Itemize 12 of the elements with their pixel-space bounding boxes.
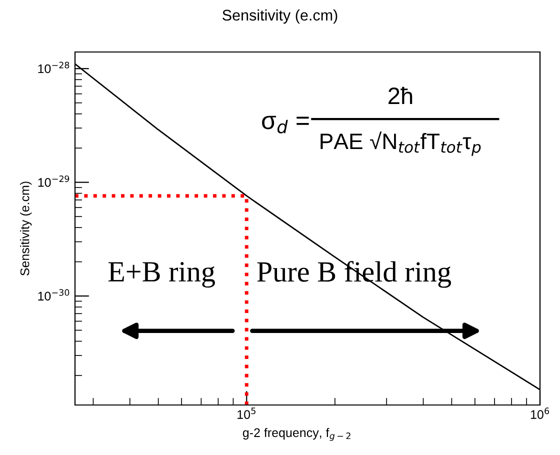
y-tick-label: 10$^{−30}$ [38,289,70,301]
annotation: PAE √N$_{tot}$fT$_{tot}$τ$_{p}$ [320,131,481,156]
y-tick-label: 10$^{−29}$ [38,175,70,187]
y-tick-label: 10$^{−28}$ [38,62,70,74]
annotation: 2ħ [388,86,412,104]
x-tick-label: 10$^{6}$ [530,408,550,419]
x-tick-label: 10$^{5}$ [238,408,256,419]
chart-title: Sensitivity (e.cm) [222,9,338,24]
x-axis-title: g-2 frequency, f$_{g−2}$ [242,428,350,441]
y-axis-title: Sensitivity (e.cm) [20,182,32,276]
annotation: σ$_{d}$ = [262,116,309,134]
annotation: E+B ring [108,262,215,288]
